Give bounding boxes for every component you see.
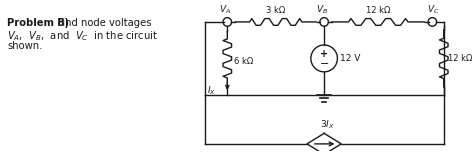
Text: $V_C$: $V_C$ (427, 4, 439, 16)
Text: shown.: shown. (7, 41, 43, 51)
Text: $V_A$: $V_A$ (219, 4, 231, 16)
Text: Problem 8): Problem 8) (7, 18, 69, 28)
Text: Find node voltages: Find node voltages (51, 18, 151, 28)
Text: $V_A$,  $V_B$,  and  $V_C$  in the circuit: $V_A$, $V_B$, and $V_C$ in the circuit (7, 30, 158, 43)
Text: 6 kΩ: 6 kΩ (234, 57, 253, 66)
Text: $3I_X$: $3I_X$ (319, 119, 335, 131)
Text: 12 V: 12 V (340, 54, 361, 63)
Text: +: + (320, 49, 328, 59)
Text: 12 kΩ: 12 kΩ (366, 6, 391, 15)
Text: $I_X$: $I_X$ (207, 85, 216, 97)
Text: 3 kΩ: 3 kΩ (266, 6, 285, 15)
Text: −: − (319, 59, 329, 69)
Text: 12 kΩ: 12 kΩ (447, 54, 472, 63)
Text: $V_B$: $V_B$ (316, 4, 328, 16)
